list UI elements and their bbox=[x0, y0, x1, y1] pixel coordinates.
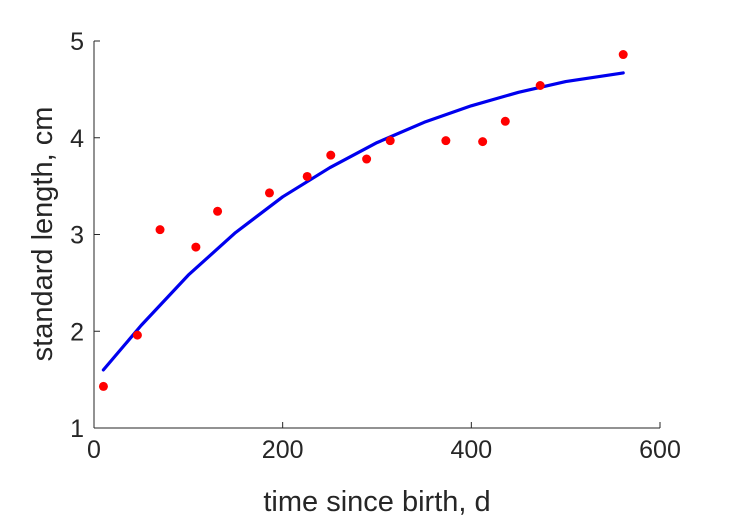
y-tick-label: 4 bbox=[70, 125, 84, 153]
x-tick-label: 0 bbox=[87, 436, 101, 464]
data-point bbox=[618, 50, 628, 60]
data-point bbox=[362, 154, 372, 164]
y-axis-title: standard length, cm bbox=[27, 107, 59, 362]
data-point bbox=[500, 116, 510, 126]
y-tick-label: 2 bbox=[70, 318, 84, 346]
data-point bbox=[535, 81, 545, 91]
plot-area: 0 200 400 600 1 2 3 4 5 bbox=[70, 28, 681, 464]
x-tick-label: 200 bbox=[262, 436, 304, 464]
y-tick-label: 1 bbox=[70, 415, 84, 443]
x-axis-title: time since birth, d bbox=[263, 486, 490, 518]
data-point bbox=[264, 188, 274, 198]
data-point bbox=[155, 225, 165, 235]
data-point bbox=[98, 381, 108, 391]
data-point bbox=[441, 136, 451, 146]
data-point bbox=[385, 136, 395, 146]
y-tick-label: 5 bbox=[70, 28, 84, 56]
data-point bbox=[191, 242, 201, 252]
data-point bbox=[302, 171, 312, 181]
data-point bbox=[213, 206, 223, 216]
x-tick-label: 600 bbox=[639, 436, 681, 464]
data-point bbox=[478, 137, 488, 147]
data-point bbox=[326, 150, 336, 160]
y-tick-label: 3 bbox=[70, 222, 84, 250]
fit-line bbox=[101, 71, 625, 372]
data-point bbox=[132, 330, 142, 340]
x-tick-label: 400 bbox=[450, 436, 492, 464]
